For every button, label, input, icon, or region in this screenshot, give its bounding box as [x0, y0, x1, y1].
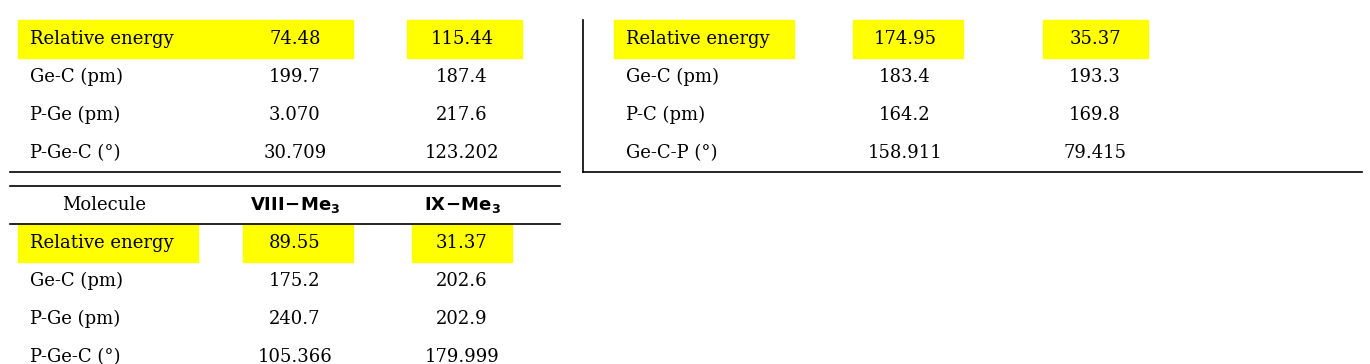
- Text: 164.2: 164.2: [880, 106, 930, 124]
- Bar: [242, 20, 353, 58]
- Text: P-Ge (pm): P-Ge (pm): [30, 310, 121, 328]
- Text: 123.202: 123.202: [425, 144, 499, 162]
- Text: 174.95: 174.95: [874, 30, 937, 48]
- Text: 79.415: 79.415: [1063, 144, 1126, 162]
- Text: P-Ge (pm): P-Ge (pm): [30, 106, 121, 124]
- Text: 35.37: 35.37: [1069, 30, 1121, 48]
- Bar: [1043, 20, 1148, 58]
- Text: 202.9: 202.9: [436, 310, 488, 328]
- Text: Molecule: Molecule: [62, 196, 147, 214]
- Text: 199.7: 199.7: [269, 68, 321, 86]
- Text: 240.7: 240.7: [270, 310, 321, 328]
- Text: P-Ge-C (°): P-Ge-C (°): [30, 144, 121, 162]
- Bar: [614, 20, 795, 58]
- Text: Ge-C-P (°): Ge-C-P (°): [626, 144, 718, 162]
- Bar: [242, 224, 353, 262]
- Text: Ge-C (pm): Ge-C (pm): [30, 68, 123, 86]
- Text: Relative energy: Relative energy: [30, 234, 174, 252]
- Bar: [407, 20, 522, 58]
- Text: 187.4: 187.4: [436, 68, 488, 86]
- Text: 115.44: 115.44: [430, 30, 493, 48]
- Text: 30.709: 30.709: [263, 144, 326, 162]
- Bar: [412, 224, 512, 262]
- Text: 74.48: 74.48: [270, 30, 321, 48]
- Text: 202.6: 202.6: [436, 272, 488, 290]
- Text: Ge-C (pm): Ge-C (pm): [30, 272, 123, 290]
- Text: $\mathbf{IX\!-\!Me_3}$: $\mathbf{IX\!-\!Me_3}$: [423, 195, 500, 215]
- Bar: [854, 20, 963, 58]
- Text: 183.4: 183.4: [880, 68, 930, 86]
- Text: 175.2: 175.2: [270, 272, 321, 290]
- Text: 217.6: 217.6: [436, 106, 488, 124]
- Text: 179.999: 179.999: [425, 348, 500, 364]
- Text: Relative energy: Relative energy: [30, 30, 174, 48]
- Text: P-Ge-C (°): P-Ge-C (°): [30, 348, 121, 364]
- Text: 169.8: 169.8: [1069, 106, 1121, 124]
- Bar: [18, 20, 242, 58]
- Text: 158.911: 158.911: [867, 144, 943, 162]
- Text: 3.070: 3.070: [269, 106, 321, 124]
- Text: 31.37: 31.37: [436, 234, 488, 252]
- Text: Relative energy: Relative energy: [626, 30, 770, 48]
- Text: $\mathbf{VIII\!-\!Me_3}$: $\mathbf{VIII\!-\!Me_3}$: [249, 195, 340, 215]
- Text: 105.366: 105.366: [258, 348, 333, 364]
- Text: Ge-C (pm): Ge-C (pm): [626, 68, 719, 86]
- Bar: [18, 224, 199, 262]
- Text: 89.55: 89.55: [269, 234, 321, 252]
- Text: P-C (pm): P-C (pm): [626, 106, 706, 124]
- Text: 193.3: 193.3: [1069, 68, 1121, 86]
